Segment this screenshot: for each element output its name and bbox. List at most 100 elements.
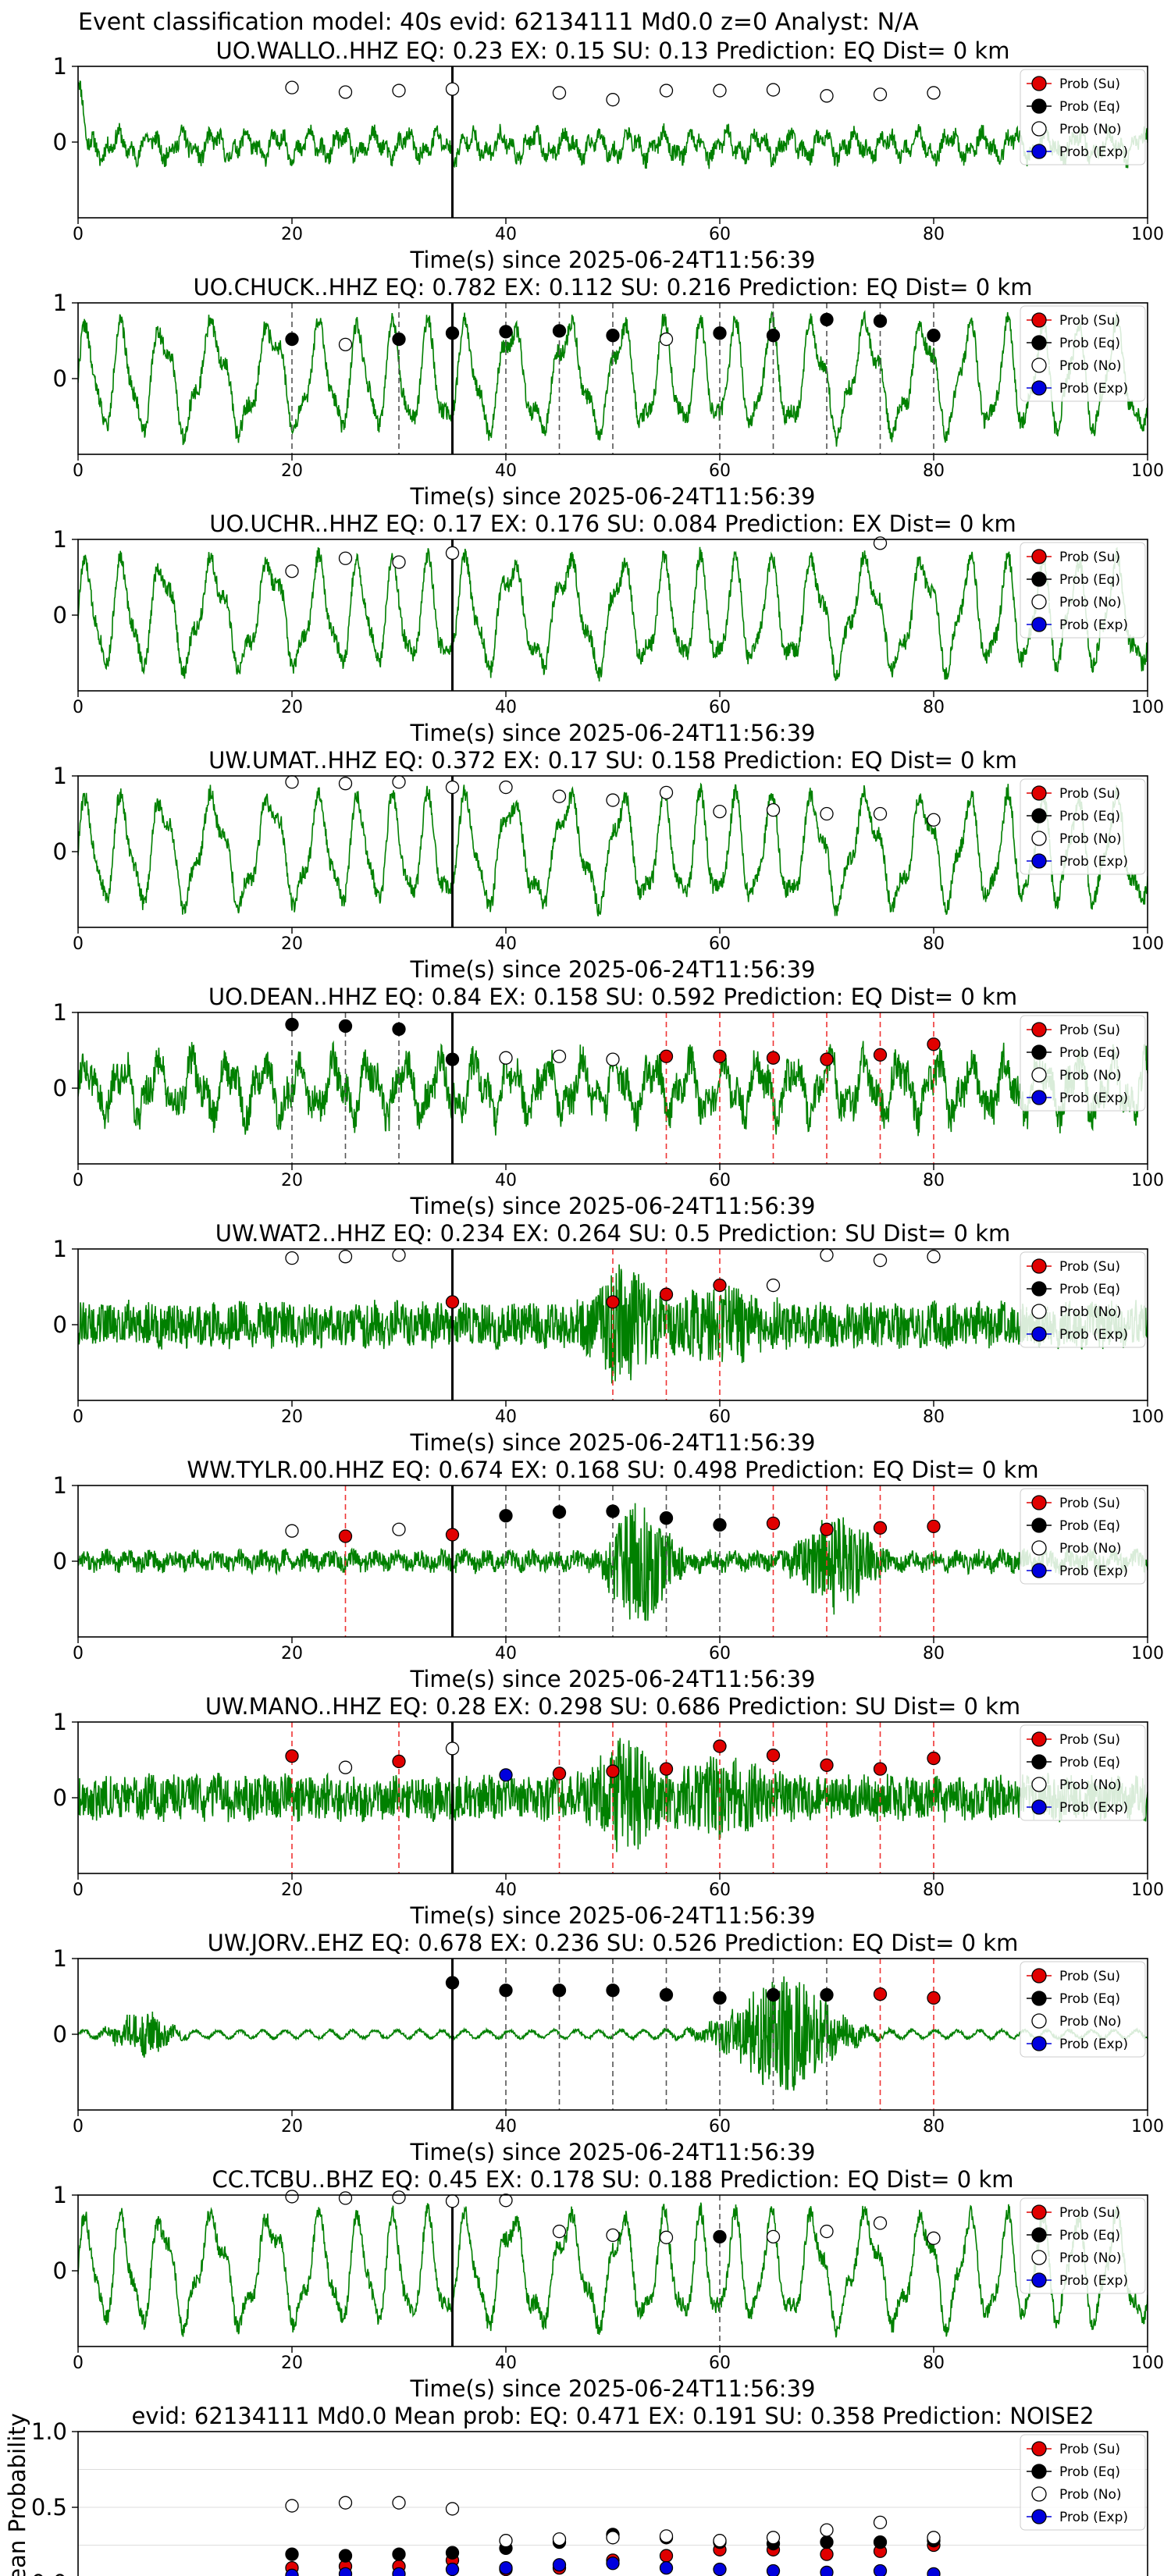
x-tick-label: 20 [281,1644,303,1663]
prob-point-no [659,332,674,347]
mean-prob-point-exp [552,2558,567,2572]
prob-point-eq [606,329,620,343]
x-tick-label: 60 [709,2354,731,2373]
legend-marker [1031,2441,1047,2457]
x-axis-label: Time(s) since 2025-06-24T11:56:39 [410,956,816,983]
legend-marker [1031,1517,1047,1533]
x-axis-label: Time(s) since 2025-06-24T11:56:39 [410,2139,816,2165]
mean-prob-point-exp [713,2562,727,2576]
prob-point-no [766,803,781,817]
x-tick-label: 40 [495,2117,517,2137]
prob-point-eq [285,1017,299,1032]
x-tick-label: 100 [1131,934,1164,954]
mean-prob-point-eq [873,2535,888,2549]
legend-box [1020,1251,1146,1348]
legend-marker [1031,1777,1047,1792]
prob-point-eq [927,329,941,343]
legend-marker [1031,98,1047,114]
y-tick-label: 0 [53,1311,67,1338]
legend-marker [1031,380,1047,396]
y-tick-label: 0 [53,2021,67,2048]
waveform-trace [78,1040,1148,1137]
mean-prob-point-exp [927,2567,941,2576]
y-tick-label: 1 [53,999,67,1026]
panel-11: evid: 62134111 Md0.0 Mean prob: EQ: 0.47… [4,2403,1148,2576]
mean-prob-point-eq [285,2547,299,2561]
prob-point-no [713,804,727,819]
mean-prob-point-no [338,2496,353,2510]
x-axis-label: Time(s) since 2025-06-24T11:56:39 [410,720,816,746]
y-tick-label: 0 [53,838,67,865]
legend-marker [1031,335,1047,350]
prob-point-eq [392,332,406,347]
prob-point-su [927,1519,941,1534]
mean-prob-point-exp [820,2565,834,2576]
mean-prob-point-no [766,2531,781,2545]
panel-10: CC.TCBU..BHZ EQ: 0.45 EX: 0.178 SU: 0.18… [53,2166,1164,2402]
legend-marker [1031,358,1047,373]
legend-label: Prob (No) [1059,2250,1122,2266]
prob-point-no [606,1052,620,1066]
prob-point-no [499,2194,513,2208]
prob-point-no [445,546,460,560]
legend-marker [1031,1022,1047,1037]
prob-point-no [927,1250,941,1264]
legend-label: Prob (Su) [1059,313,1120,329]
y-tick-label: 0 [53,129,67,155]
legend-label: Prob (No) [1059,1541,1122,1557]
prob-point-no [445,82,460,96]
x-tick-label: 0 [73,934,84,954]
prob-point-no [338,85,353,99]
panel-title: UW.JORV..EHZ EQ: 0.678 EX: 0.236 SU: 0.5… [208,1930,1019,1956]
legend-label: Prob (Su) [1059,1259,1120,1275]
x-tick-label: 60 [709,1644,731,1663]
x-tick-label: 40 [495,225,517,244]
prob-point-eq [713,1991,727,2005]
legend-marker [1031,1304,1047,1319]
prob-point-su [873,1048,888,1062]
mean-prob-point-no [606,2531,620,2545]
panel-4: UW.UMAT..HHZ EQ: 0.372 EX: 0.17 SU: 0.15… [53,747,1164,983]
x-tick-label: 80 [923,2354,945,2373]
legend-marker [1031,1326,1047,1342]
legend-marker [1031,1540,1047,1556]
x-tick-label: 20 [281,2354,303,2373]
panel-title: WW.TYLR.00.HHZ EQ: 0.674 EX: 0.168 SU: 0… [187,1457,1038,1483]
x-axis-label: Time(s) since 2025-06-24T11:56:39 [410,247,816,273]
legend-label: Prob (Su) [1059,2205,1120,2221]
prob-point-eq [338,1019,353,1034]
x-tick-label: 80 [923,934,945,954]
y-tick-label: 1 [53,2182,67,2208]
prob-point-su [338,1529,353,1543]
legend-marker [1031,617,1047,632]
prob-point-su [927,1751,941,1766]
prob-point-no [285,1524,299,1538]
legend-marker [1031,1495,1047,1510]
prob-point-su [392,1754,406,1769]
legend-label: Prob (Eq) [1059,809,1120,824]
prob-point-eq [606,1504,620,1518]
x-tick-label: 40 [495,1644,517,1663]
mean-prob-point-no [659,2529,674,2543]
x-tick-label: 100 [1131,461,1164,481]
prob-point-su [713,1739,727,1753]
prob-point-su [659,1049,674,1063]
waveform-trace [78,546,1148,682]
x-axis-label: Time(s) since 2025-06-24T11:56:39 [410,2375,816,2402]
legend-box [1020,778,1146,875]
prob-point-no [445,780,460,795]
mean-prob-point-no [927,2531,941,2545]
prob-point-eq [552,1505,567,1519]
prob-point-no [392,1248,406,1262]
panel-title: UW.MANO..HHZ EQ: 0.28 EX: 0.298 SU: 0.68… [205,1693,1020,1720]
legend-marker [1031,549,1047,564]
prob-point-no [659,785,674,799]
x-tick-label: 100 [1131,1171,1164,1190]
x-tick-label: 20 [281,1171,303,1190]
x-tick-label: 80 [923,698,945,717]
y-tick-label: 1 [53,1236,67,1262]
mean-prob-point-su [659,2549,674,2563]
x-tick-label: 80 [923,225,945,244]
legend-marker [1031,785,1047,801]
x-tick-label: 80 [923,1880,945,1900]
